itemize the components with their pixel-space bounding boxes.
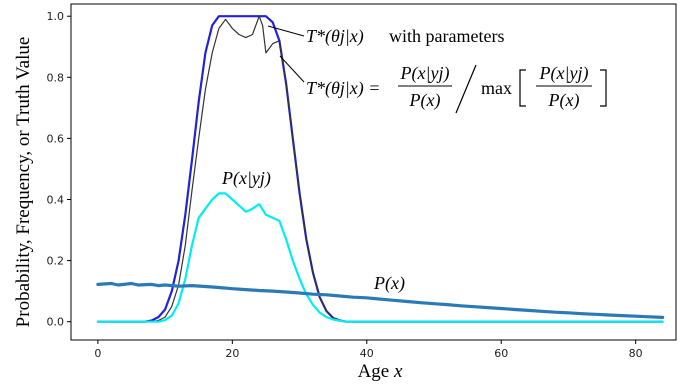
x-tick-label: 60 <box>494 347 508 360</box>
left-bracket <box>519 69 526 107</box>
max-word: max <box>481 78 512 98</box>
x-tick-label: 80 <box>629 347 643 360</box>
t-ratio-lhs: T*(θj|x) = <box>306 78 380 99</box>
x-axis-ticks: 0 20 40 60 80 <box>94 340 643 360</box>
y-axis-title: Probability, Frequency, or Truth Value <box>13 37 34 328</box>
with-parameters-label: with parameters <box>389 26 504 46</box>
y-tick-label: 0.4 <box>47 193 65 206</box>
series-group <box>96 15 665 323</box>
fraction-1-denominator: P(x) <box>409 90 441 111</box>
division-slash <box>455 64 477 114</box>
x-tick-label: 0 <box>94 347 101 360</box>
series-line-t_ratio <box>97 15 664 323</box>
series-line-p_x <box>96 281 665 319</box>
t-param-leader <box>267 25 305 37</box>
y-tick-label: 0.2 <box>47 255 65 268</box>
t-ratio-leader <box>279 55 305 83</box>
fraction-1-numerator: P(x|yj) <box>400 63 450 84</box>
x-tick-label: 40 <box>360 347 374 360</box>
x-tick-label: 20 <box>225 347 239 360</box>
right-bracket <box>600 69 607 107</box>
x-axis-title: Age x <box>358 361 403 382</box>
fraction-2-numerator: P(x|yj) <box>539 63 589 84</box>
series-line-p_given_y <box>96 192 664 323</box>
y-tick-label: 0.0 <box>47 316 65 329</box>
t-param-label: T*(θj|x) <box>306 26 364 47</box>
p-given-y-label: P(x|yj) <box>221 168 271 189</box>
fraction-2-denominator: P(x) <box>548 90 580 111</box>
y-tick-label: 1.0 <box>47 10 65 23</box>
y-tick-label: 0.8 <box>47 71 65 84</box>
y-axis-ticks: 0.0 0.2 0.4 0.6 0.8 1.0 <box>47 10 71 329</box>
p-x-label: P(x) <box>373 273 405 294</box>
y-tick-label: 0.6 <box>47 132 65 145</box>
